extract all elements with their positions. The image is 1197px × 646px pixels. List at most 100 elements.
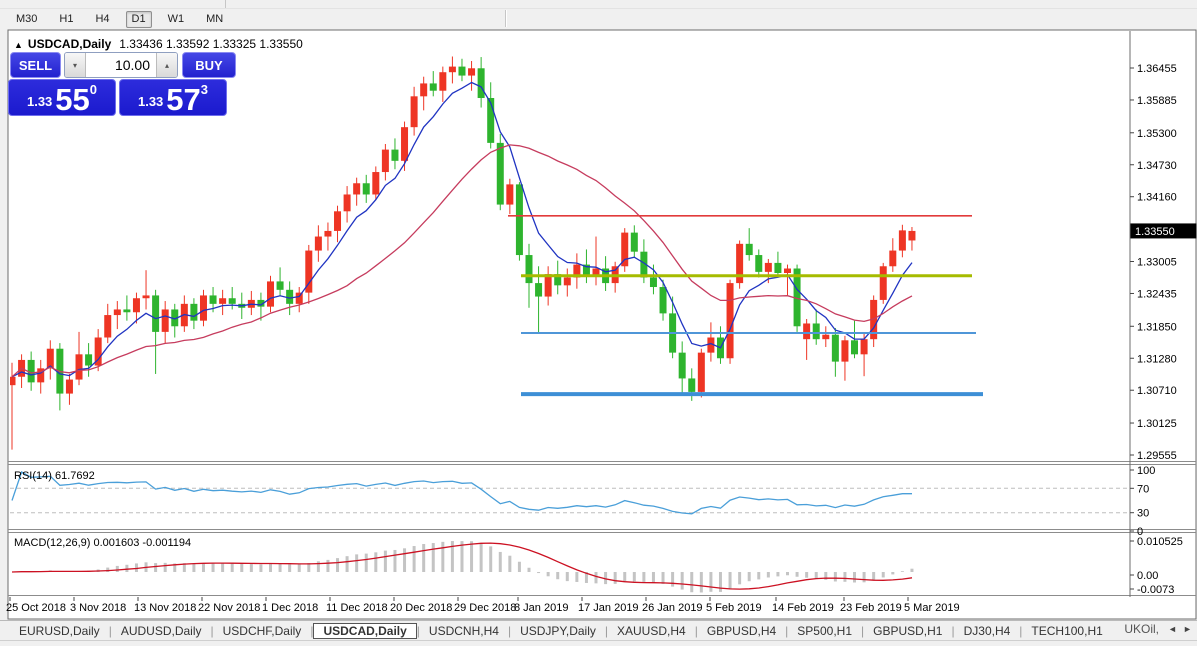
tab-dj30-h4[interactable]: DJ30,H4 [963,623,1011,638]
tab-usdjpy-daily[interactable]: USDJPY,Daily [520,623,596,638]
candle-body [305,250,313,293]
candle-body [401,127,409,161]
sell-price-sup: 0 [89,82,98,97]
sell-price-main: 1.33 [26,94,53,109]
sell-price-big: 55 [55,81,90,117]
tabs-scroll-right-icon[interactable]: ► [1183,624,1192,634]
candle-body [132,298,140,313]
candle-body [803,323,811,340]
tab-gbpusd-h1[interactable]: GBPUSD,H1 [873,623,943,638]
candle-body [286,289,294,304]
timeframe-toolbar: M30 H1 H4 D1 W1 MN [0,8,1197,30]
candle-body [898,230,906,251]
candle-body [851,340,859,355]
date-tick-label: 25 Oct 2018 [6,602,66,614]
candle-body [573,264,581,278]
candle-body [113,309,121,316]
collapse-one-click-icon[interactable]: ▲ [14,40,23,50]
candle-body [276,281,284,290]
one-click-price-row: 1.33 55 0 1.33 57 3 [8,79,227,116]
rsi-tick-label: 100 [1137,465,1155,477]
macd-tick-label: 0.00 [1137,570,1158,582]
candle-body [515,184,523,256]
price-tick-label: 1.29555 [1137,450,1177,462]
candle-body [525,255,533,284]
tab-gbpusd-h4[interactable]: GBPUSD,H4 [706,623,777,638]
candle-body [65,379,73,394]
timeframe-button-d1[interactable]: D1 [125,10,152,28]
candle-body [783,268,791,273]
macd-signal-line [11,542,913,590]
rsi-line [11,471,912,515]
candle-body [343,194,351,212]
volume-input[interactable] [86,53,156,77]
date-tick-label: 22 Nov 2018 [198,602,260,614]
candle-body [295,292,303,304]
candle-body [678,352,686,379]
timeframe-button-h1[interactable]: H1 [59,12,74,25]
volume-decrease-button[interactable]: ▾ [65,53,86,77]
upper-toolbar-sliver [0,0,1197,9]
ma-slow-line [11,144,913,378]
candle-body [726,283,734,359]
sell-price-panel[interactable]: 1.33 55 0 [8,79,116,116]
rsi-panel[interactable] [10,466,1130,529]
rsi-tick-label: 70 [1137,483,1149,495]
candle-body [774,262,782,273]
ma-fast-line [11,81,913,378]
candle-body [649,277,657,288]
candle-body [27,359,35,383]
tab-tech100-h1[interactable]: TECH100,H1 [1031,623,1103,638]
tab-separator: | [694,623,698,638]
candle-body [659,287,667,314]
candle-body [85,354,93,366]
date-tick-label: 14 Feb 2019 [772,602,834,614]
date-tick-label: 1 Dec 2018 [262,602,318,614]
candle-body [535,283,543,297]
tab-separator: | [310,623,314,638]
tabs-overflow-area: UKOil, ◄ ► [1118,621,1195,637]
candle-body [841,340,849,362]
date-tick-label: 3 Nov 2018 [70,602,126,614]
candle-body [477,68,485,99]
tab-separator: | [604,623,608,638]
tab-separator: | [861,623,865,638]
tabs-scroll-left-icon[interactable]: ◄ [1168,624,1177,634]
price-tick-label: 1.30710 [1137,385,1177,397]
candle-body [123,309,131,313]
toolbar-separator [505,10,507,27]
candle-body [755,255,763,272]
candle-body [764,262,772,272]
tab-usdcnh-h4[interactable]: USDCNH,H4 [428,623,499,638]
date-tick-label: 13 Nov 2018 [134,602,196,614]
date-tick-label: 11 Dec 2018 [326,602,388,614]
tab-sp500-h1[interactable]: SP500,H1 [797,623,852,638]
candle-body [592,268,600,276]
timeframe-button-h4[interactable]: H4 [95,12,110,25]
price-tick-label: 1.34730 [1137,160,1177,172]
candle-body [506,184,514,205]
buy-button[interactable]: BUY [182,52,236,78]
tab-usdchf-daily[interactable]: USDCHF,Daily [222,623,302,638]
tab-eurusd-daily[interactable]: EURUSD,Daily [19,623,100,638]
tab-usdcad-daily[interactable]: USDCAD,Daily [313,622,417,639]
buy-price-panel[interactable]: 1.33 57 3 [119,79,227,116]
candle-body [745,243,753,256]
tab-audusd-daily[interactable]: AUDUSD,Daily [120,623,202,638]
rsi-tick-label: 30 [1137,508,1149,520]
candle-body [630,232,638,252]
rsi-indicator-label: RSI(14) 61.7692 [14,470,95,482]
tab-ukoil[interactable]: UKOil, [1124,622,1159,636]
timeframe-button-m30[interactable]: M30 [16,12,38,25]
timeframe-button-w1[interactable]: W1 [167,12,185,25]
candle-body [94,337,102,366]
sell-button[interactable]: SELL [10,52,61,78]
tab-xauusd-h4[interactable]: XAUUSD,H4 [617,623,686,638]
candle-body [209,295,217,304]
candle-body [362,183,370,195]
volume-increase-button[interactable]: ▴ [156,53,177,77]
candle-body [582,264,590,276]
timeframe-button-mn[interactable]: MN [206,12,224,25]
price-tick-label: 1.34160 [1137,192,1177,204]
